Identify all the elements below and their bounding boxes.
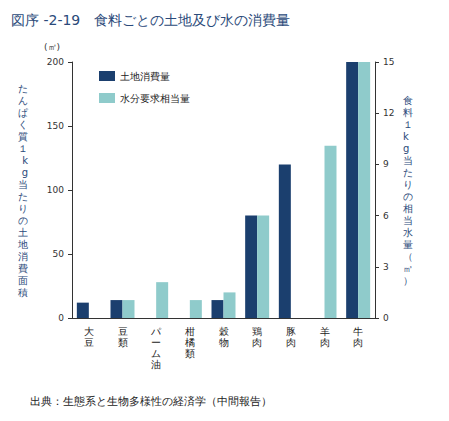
svg-text:類: 類 <box>185 348 195 359</box>
svg-text:出典：生態系と生物多様性の経済学（中間報告）: 出典：生態系と生物多様性の経済学（中間報告） <box>30 395 272 408</box>
svg-text:質: 質 <box>18 131 28 142</box>
svg-text:200: 200 <box>47 57 64 67</box>
svg-text:地: 地 <box>17 239 28 250</box>
svg-text:り: り <box>403 179 413 190</box>
svg-text:消: 消 <box>18 251 28 262</box>
svg-text:１: １ <box>18 143 28 154</box>
svg-text:積: 積 <box>18 287 28 298</box>
svg-text:ぱ: ぱ <box>18 107 28 118</box>
svg-text:9: 9 <box>383 159 389 169</box>
svg-text:鶏: 鶏 <box>252 326 262 337</box>
svg-text:牛: 牛 <box>353 326 363 337</box>
svg-text:ム: ム <box>151 348 161 359</box>
svg-text:食: 食 <box>403 95 413 106</box>
svg-text:り: り <box>18 203 28 214</box>
svg-text:く: く <box>18 119 28 130</box>
svg-text:た: た <box>18 191 28 202</box>
svg-text:）: ） <box>403 275 413 286</box>
svg-text:肉: 肉 <box>353 337 363 348</box>
svg-text:類: 類 <box>118 337 128 348</box>
svg-text:水: 水 <box>403 227 413 238</box>
svg-text:ー: ー <box>151 337 161 348</box>
svg-text:費: 費 <box>18 263 28 274</box>
svg-text:た: た <box>18 83 28 94</box>
svg-text:柑: 柑 <box>184 326 195 337</box>
svg-text:0: 0 <box>58 313 64 323</box>
svg-text:g: g <box>403 143 409 154</box>
svg-text:油: 油 <box>151 359 161 370</box>
svg-text:羊: 羊 <box>320 326 330 337</box>
svg-text:た: た <box>403 167 413 178</box>
svg-text:水分要求相当量: 水分要求相当量 <box>120 93 190 104</box>
svg-text:の: の <box>18 215 28 226</box>
svg-text:150: 150 <box>47 121 64 131</box>
svg-text:肉: 肉 <box>252 337 262 348</box>
svg-text:の: の <box>403 191 413 202</box>
svg-text:100: 100 <box>47 185 64 195</box>
svg-text:㎥: ㎥ <box>403 263 413 274</box>
svg-text:豆: 豆 <box>84 337 94 348</box>
svg-text:15: 15 <box>383 57 394 67</box>
svg-text:ん: ん <box>18 95 28 106</box>
svg-text:当: 当 <box>403 155 413 166</box>
svg-text:相: 相 <box>403 203 413 214</box>
svg-text:土地消費量: 土地消費量 <box>120 71 170 82</box>
svg-text:豚: 豚 <box>286 326 296 337</box>
svg-text:豆: 豆 <box>118 326 128 337</box>
svg-text:大: 大 <box>84 326 94 337</box>
svg-text:土: 土 <box>18 227 28 238</box>
svg-text:図序 -2-19 食料ごとの土地及び水の消費量: 図序 -2-19 食料ごとの土地及び水の消費量 <box>11 12 290 28</box>
svg-text:面: 面 <box>18 275 28 286</box>
svg-text:肉: 肉 <box>320 337 330 348</box>
svg-text:パ: パ <box>150 326 162 337</box>
svg-text:当: 当 <box>18 179 28 190</box>
svg-text:量: 量 <box>403 239 413 250</box>
svg-text:橘: 橘 <box>185 337 195 348</box>
svg-text:g: g <box>22 167 28 178</box>
svg-text:穀: 穀 <box>219 326 229 337</box>
svg-text:(㎡): (㎡) <box>44 42 60 52</box>
svg-text:当: 当 <box>403 215 413 226</box>
svg-text:k: k <box>22 155 28 166</box>
svg-text:料: 料 <box>403 107 413 118</box>
svg-text:k: k <box>403 131 409 142</box>
svg-text:１: １ <box>403 119 413 130</box>
svg-text:肉: 肉 <box>286 337 296 348</box>
svg-text:物: 物 <box>219 337 229 348</box>
svg-text:12: 12 <box>383 108 394 118</box>
svg-text:0: 0 <box>383 313 389 323</box>
svg-text:（: （ <box>403 251 413 262</box>
svg-text:3: 3 <box>383 262 389 272</box>
svg-text:50: 50 <box>53 249 65 259</box>
svg-text:6: 6 <box>383 211 389 221</box>
